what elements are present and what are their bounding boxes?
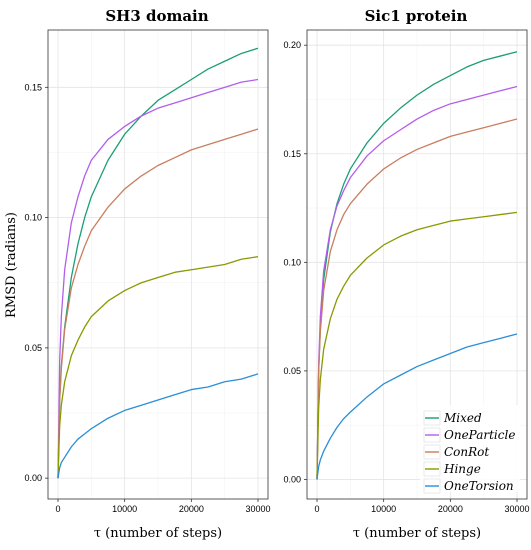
sh3-x-axis-label: τ (number of steps) [94, 526, 222, 541]
sh3-y-tick-label: 0.15 [24, 82, 42, 92]
sic1-series-con-rot [316, 118, 518, 480]
legend-label-con-rot: ConRot [444, 445, 489, 459]
sic1-y-tick-label: 0.10 [283, 257, 301, 267]
sh3-x-tick-label: 20000 [179, 504, 204, 514]
sh3-series-con-rot [57, 128, 259, 479]
sic1-series-mixed [316, 51, 518, 480]
sh3-series-group [57, 47, 259, 479]
sh3-domain-panel: SH3 domain 0.00 0.05 0.10 0.15 0 10000 20000 3… [4, 7, 271, 541]
sh3-series-hinge [57, 256, 259, 479]
sic1-x-ticks: 0 10000 20000 30000 [314, 499, 530, 514]
sh3-chart-title: SH3 domain [105, 7, 208, 25]
y-axis-label: RMSD (radians) [4, 212, 19, 318]
sh3-series-one-torsion [57, 373, 259, 479]
sic1-x-tick-label: 10000 [371, 504, 396, 514]
sh3-x-tick-label: 30000 [245, 504, 270, 514]
sic1-chart-title: Sic1 protein [365, 7, 468, 25]
sh3-x-tick-label: 10000 [112, 504, 137, 514]
sh3-y-tick-label: 0.10 [24, 213, 42, 223]
sic1-panel-border [306, 29, 528, 500]
legend-label-one-particle: OneParticle [444, 428, 515, 442]
sh3-y-tick-label: 0.05 [24, 343, 42, 353]
sh3-y-tick-label: 0.00 [24, 473, 42, 483]
sic1-x-tick-label: 30000 [504, 504, 529, 514]
sic1-y-tick-label: 0.20 [283, 40, 301, 50]
sh3-x-tick-label: 0 [55, 504, 60, 514]
sic1-y-tick-label: 0.00 [283, 474, 301, 484]
sic1-x-axis-label: τ (number of steps) [353, 526, 481, 541]
sic1-series-one-torsion [316, 333, 518, 480]
sic1-x-tick-label: 0 [314, 504, 319, 514]
sh3-grid [48, 30, 268, 499]
sh3-y-ticks: 0.00 0.05 0.10 0.15 [24, 82, 48, 483]
sh3-series-one-particle [57, 78, 259, 479]
sic1-y-ticks: 0.00 0.05 0.10 0.15 0.20 [283, 40, 307, 484]
sh3-x-ticks: 0 10000 20000 30000 [55, 499, 271, 514]
sic1-series-hinge [316, 211, 518, 480]
sic1-x-tick-label: 20000 [438, 504, 463, 514]
sic1-series-group [316, 51, 518, 480]
legend-label-hinge: Hinge [443, 462, 481, 476]
legend-label-mixed: Mixed [443, 411, 482, 425]
sic1-series-one-particle [316, 85, 518, 480]
sic1-y-tick-label: 0.15 [283, 149, 301, 159]
sic1-y-tick-label: 0.05 [283, 366, 301, 376]
legend-label-one-torsion: OneTorsion [444, 479, 514, 493]
sh3-panel-border [47, 29, 269, 500]
chart-legend: Mixed OneParticle ConRot Hinge OneTorsion [420, 405, 520, 494]
